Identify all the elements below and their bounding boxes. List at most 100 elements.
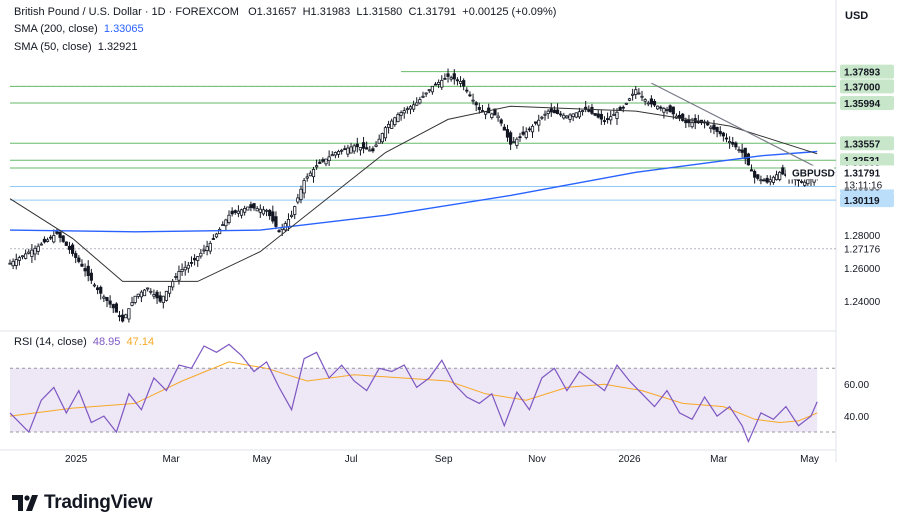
rsi-ma-value: 47.14 xyxy=(126,336,155,348)
candle-body xyxy=(590,106,594,114)
candle-body xyxy=(458,81,463,84)
price-tick-label: 1.28000 xyxy=(844,231,881,242)
candle-body xyxy=(218,228,222,235)
candle-body xyxy=(233,210,237,213)
candle-body xyxy=(380,133,384,143)
candle-body xyxy=(146,287,150,290)
currency-label[interactable]: USD xyxy=(845,10,869,22)
candle-body xyxy=(753,170,757,178)
candle-body xyxy=(308,172,312,177)
candle-body xyxy=(712,124,716,130)
candle-body xyxy=(74,253,78,258)
candle-body xyxy=(512,141,516,144)
candle-body xyxy=(96,287,100,291)
sma200-label: SMA (200, close) xyxy=(14,23,98,35)
sma50-line xyxy=(9,105,818,282)
candle-body xyxy=(286,219,291,228)
sma200-line xyxy=(9,150,818,233)
candle-body xyxy=(152,294,156,297)
candle-body xyxy=(383,127,388,139)
candle-body xyxy=(502,126,506,131)
tradingview-logo: TradingView xyxy=(12,492,153,514)
current-price-tag xyxy=(840,165,894,190)
candle-body xyxy=(565,115,569,119)
candle-body xyxy=(724,137,729,140)
price-level-label: 1.33557 xyxy=(844,139,881,150)
candle-body xyxy=(534,121,538,124)
candle-body xyxy=(615,111,619,119)
candle-body xyxy=(52,235,56,243)
candle-body xyxy=(261,209,266,215)
candle-body xyxy=(24,253,28,259)
candle-body xyxy=(99,286,103,294)
candle-body xyxy=(781,167,785,175)
close-value: C1.31791 xyxy=(408,6,457,18)
candle-body xyxy=(687,119,691,124)
candle-body xyxy=(430,85,434,93)
candle-body xyxy=(158,295,162,302)
sma50-legend[interactable]: SMA (50, close) 1.32921 xyxy=(14,41,138,53)
price-level-tag xyxy=(840,64,894,79)
candle-body xyxy=(540,116,544,119)
candle-body xyxy=(537,119,541,126)
candle-body xyxy=(252,203,256,209)
candle-body xyxy=(211,238,215,240)
candle-body xyxy=(393,117,397,125)
candle-body xyxy=(311,169,316,178)
candle-body xyxy=(365,147,369,150)
candle-body xyxy=(139,291,144,298)
candle-body xyxy=(599,113,603,120)
candle-body xyxy=(521,131,525,135)
candle-body xyxy=(11,260,15,267)
sma50-label: SMA (50, close) xyxy=(14,41,92,53)
candle-body xyxy=(668,105,672,113)
candle-body xyxy=(631,93,635,96)
candle-body xyxy=(771,176,776,183)
candle-body xyxy=(293,206,297,215)
low-value: L1.31580 xyxy=(356,6,403,18)
price-level-tag xyxy=(840,241,894,256)
candle-body xyxy=(299,188,303,200)
rsi-label: RSI (14, close) xyxy=(14,336,87,348)
candle-body xyxy=(161,295,165,304)
candle-body xyxy=(27,251,31,254)
candle-body xyxy=(289,214,294,217)
current-price-label: 1.31791 xyxy=(844,168,881,179)
candle-body xyxy=(440,80,444,88)
time-tick-label: 2026 xyxy=(618,454,641,465)
price-axis: 1.378931.370001.359941.335571.325311.320… xyxy=(786,64,894,308)
candle-body xyxy=(518,136,522,139)
rsi-band xyxy=(10,368,818,433)
candle-body xyxy=(646,102,650,105)
rsi-legend[interactable]: RSI (14, close) 48.95 47.14 xyxy=(14,336,154,348)
candle-body xyxy=(336,150,341,155)
candle-body xyxy=(562,114,566,119)
candle-body xyxy=(396,114,400,123)
candle-body xyxy=(67,245,72,250)
sma200-legend[interactable]: SMA (200, close) 1.33065 xyxy=(14,23,144,35)
candle-body xyxy=(602,120,607,122)
candle-body xyxy=(734,142,738,148)
candle-body xyxy=(55,231,59,234)
candle-body xyxy=(277,230,281,233)
tradingview-logo-icon xyxy=(12,495,38,511)
chart-header-ohlc: British Pound / U.S. Dollar · 1D · FOREX… xyxy=(14,6,556,18)
candle-body xyxy=(142,289,147,297)
candle-body xyxy=(756,174,760,179)
candle-body xyxy=(568,114,572,120)
candle-body xyxy=(574,112,578,118)
candle-body xyxy=(580,110,585,112)
price-level-label: 1.27176 xyxy=(844,245,881,256)
candle-body xyxy=(133,295,137,303)
candle-body xyxy=(127,308,131,320)
candle-body xyxy=(315,165,319,168)
candle-body xyxy=(124,314,128,319)
candle-body xyxy=(390,120,394,129)
candle-body xyxy=(327,156,331,161)
candle-body xyxy=(258,208,262,213)
candle-body xyxy=(462,80,466,87)
candle-body xyxy=(612,114,616,116)
candle-body xyxy=(624,102,628,105)
candle-body xyxy=(174,276,178,278)
